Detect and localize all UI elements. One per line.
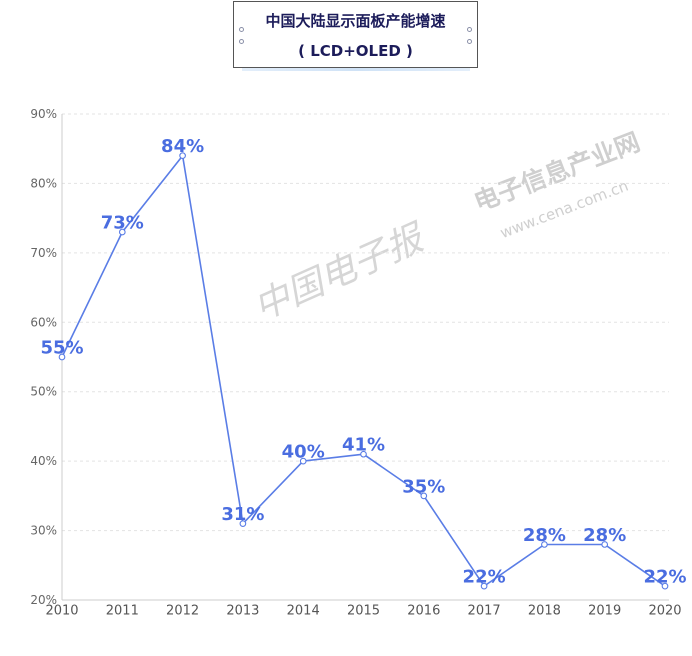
data-label-2010: 55% xyxy=(40,338,83,359)
y-tick-label: 40% xyxy=(30,454,57,468)
data-point-2013 xyxy=(239,520,247,527)
x-tick-label-2010: 2010 xyxy=(45,604,78,619)
x-tick-label-2016: 2016 xyxy=(407,604,440,619)
data-point-2018 xyxy=(541,541,548,548)
x-tick-label-2019: 2019 xyxy=(588,604,621,619)
chart-subtitle: ( LCD+OLED ) xyxy=(298,42,413,60)
watermark-layer: 电子信息产业网 www.cena.com.cn 中国电子报 xyxy=(248,127,644,329)
data-label-2012: 84% xyxy=(161,136,204,157)
decorative-dot xyxy=(239,27,244,32)
data-label-2019: 28% xyxy=(583,525,626,546)
y-tick-label: 80% xyxy=(30,176,57,190)
chart-title: 中国大陆显示面板产能增速 xyxy=(265,12,446,30)
data-label-layer: 55% 73% 84% 31% 40% 41% 35% 22% 28% 28% 22% xyxy=(40,136,686,587)
data-point-2014 xyxy=(299,457,307,465)
chart-title-box: 中国大陆显示面板产能增速 ( LCD+OLED ) xyxy=(233,1,478,68)
x-tick-label-2018: 2018 xyxy=(528,604,561,619)
y-tick-label: 60% xyxy=(30,315,57,329)
y-tick-label: 30% xyxy=(30,524,57,538)
data-label-2017: 22% xyxy=(463,567,506,588)
y-tick-label: 50% xyxy=(30,385,57,399)
series-line xyxy=(61,154,666,587)
x-tick-label-2013: 2013 xyxy=(226,604,259,619)
data-point-2019 xyxy=(601,541,609,548)
data-label-2013: 31% xyxy=(221,504,264,525)
data-point-2012 xyxy=(179,152,186,160)
x-tick-label-2015: 2015 xyxy=(347,604,380,619)
x-tick-label-2014: 2014 xyxy=(287,604,320,619)
data-label-2011: 73% xyxy=(101,213,144,234)
y-tick-label: 20% xyxy=(30,593,57,607)
data-label-2015: 41% xyxy=(342,435,385,456)
decorative-dot xyxy=(467,39,472,44)
series-layer xyxy=(58,152,669,590)
data-point-2016 xyxy=(420,492,428,500)
watermark-newspaper: 中国电子报 xyxy=(248,217,433,329)
data-point-2015 xyxy=(360,450,367,458)
data-point-2011 xyxy=(118,228,126,236)
x-tick-label-2011: 2011 xyxy=(106,604,139,619)
y-tick-label: 70% xyxy=(30,246,57,260)
data-label-2020: 22% xyxy=(643,567,686,588)
title-underline xyxy=(242,68,470,71)
x-tick-label-2012: 2012 xyxy=(166,604,199,619)
x-tick-label-2020: 2020 xyxy=(648,604,681,619)
data-point-2010 xyxy=(58,353,66,361)
data-point-2017 xyxy=(480,582,488,590)
decorative-dot xyxy=(239,39,244,44)
axis-layer: 20% 30% 40% 50% 60% 70% 80% 90% 2010 2011 2012 2013… xyxy=(30,107,681,619)
y-tick-label: 90% xyxy=(30,107,57,121)
decorative-dot xyxy=(467,27,472,32)
data-label-2016: 35% xyxy=(402,476,445,497)
data-label-2014: 40% xyxy=(282,442,325,463)
x-tick-label-2017: 2017 xyxy=(468,604,501,619)
data-label-2018: 28% xyxy=(523,525,566,546)
data-point-2020 xyxy=(661,582,669,590)
grid-layer xyxy=(62,113,669,532)
